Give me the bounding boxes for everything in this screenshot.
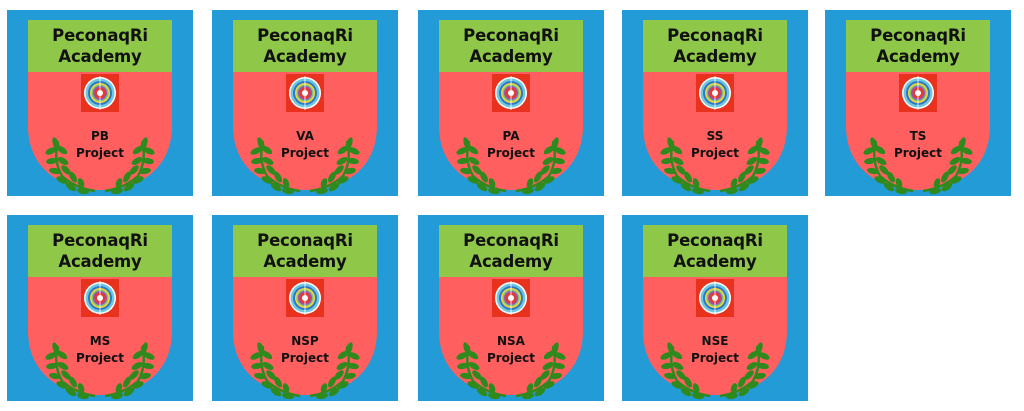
academy-banner [846, 20, 990, 72]
project-label: PA Project [461, 128, 561, 162]
target-emblem-icon [696, 74, 734, 112]
project-label: NSA Project [461, 333, 561, 367]
project-word: Project [280, 146, 330, 160]
academy-banner [28, 20, 172, 72]
target-emblem-icon [492, 74, 530, 112]
project-word: Project [486, 351, 536, 365]
project-word: Project [690, 146, 740, 160]
academy-badge-ms: PeconaqRi Academy MS Project [7, 215, 193, 401]
project-code: NSP [291, 334, 319, 348]
academy-title: PeconaqRi Academy [643, 225, 787, 277]
badge-artwork [846, 20, 990, 196]
academy-title: PeconaqRi Academy [846, 20, 990, 72]
academy-title: PeconaqRi Academy [28, 20, 172, 72]
academy-badge-ss: PeconaqRi Academy SS Project [622, 10, 808, 196]
project-code: NSE [701, 334, 729, 348]
project-code: SS [706, 129, 724, 143]
badge-artwork [28, 20, 172, 196]
academy-title: PeconaqRi Academy [28, 225, 172, 277]
academy-title-line1: PeconaqRi [870, 26, 966, 45]
academy-title-line1: PeconaqRi [257, 26, 353, 45]
academy-title-line1: PeconaqRi [52, 26, 148, 45]
academy-title: PeconaqRi Academy [643, 20, 787, 72]
academy-badge-va: PeconaqRi Academy VA Project [212, 10, 398, 196]
project-code: TS [909, 129, 927, 143]
academy-title-line2: Academy [673, 252, 757, 271]
academy-title-line2: Academy [58, 252, 142, 271]
project-word: Project [280, 351, 330, 365]
project-word: Project [75, 351, 125, 365]
academy-title-line2: Academy [263, 252, 347, 271]
project-label: NSE Project [665, 333, 765, 367]
project-label: VA Project [255, 128, 355, 162]
academy-title-line1: PeconaqRi [463, 26, 559, 45]
academy-banner [28, 225, 172, 277]
academy-banner [439, 225, 583, 277]
academy-title-line1: PeconaqRi [463, 231, 559, 250]
academy-title-line1: PeconaqRi [667, 26, 763, 45]
target-emblem-icon [899, 74, 937, 112]
academy-title-line2: Academy [673, 47, 757, 66]
academy-banner [643, 225, 787, 277]
project-code: PA [502, 129, 520, 143]
badge-artwork [643, 225, 787, 401]
academy-title-line1: PeconaqRi [667, 231, 763, 250]
academy-badge-ts: PeconaqRi Academy TS Project [825, 10, 1011, 196]
academy-title-line2: Academy [469, 252, 553, 271]
academy-banner [233, 20, 377, 72]
academy-title: PeconaqRi Academy [233, 225, 377, 277]
badge-artwork [439, 20, 583, 196]
project-word: Project [486, 146, 536, 160]
academy-badge-nsa: PeconaqRi Academy NSA Project [418, 215, 604, 401]
target-emblem-icon [492, 279, 530, 317]
academy-title-line2: Academy [876, 47, 960, 66]
project-label: NSP Project [255, 333, 355, 367]
target-emblem-icon [286, 279, 324, 317]
academy-badge-pa: PeconaqRi Academy PA Project [418, 10, 604, 196]
academy-title-line2: Academy [58, 47, 142, 66]
academy-title: PeconaqRi Academy [439, 20, 583, 72]
academy-banner [643, 20, 787, 72]
academy-badge-nsp: PeconaqRi Academy NSP Project [212, 215, 398, 401]
academy-title-line1: PeconaqRi [52, 231, 148, 250]
project-word: Project [893, 146, 943, 160]
academy-title-line1: PeconaqRi [257, 231, 353, 250]
academy-badge-pb: PeconaqRi Academy PB Project [7, 10, 193, 196]
academy-title: PeconaqRi Academy [439, 225, 583, 277]
target-emblem-icon [81, 279, 119, 317]
academy-banner [439, 20, 583, 72]
project-code: NSA [497, 334, 525, 348]
academy-banner [233, 225, 377, 277]
academy-title: PeconaqRi Academy [233, 20, 377, 72]
badge-artwork [28, 225, 172, 401]
badge-artwork [439, 225, 583, 401]
project-code: MS [89, 334, 111, 348]
project-label: SS Project [665, 128, 765, 162]
academy-title-line2: Academy [263, 47, 347, 66]
project-label: TS Project [868, 128, 968, 162]
target-emblem-icon [286, 74, 324, 112]
project-code: VA [296, 129, 314, 143]
project-word: Project [690, 351, 740, 365]
project-label: MS Project [50, 333, 150, 367]
academy-title-line2: Academy [469, 47, 553, 66]
project-code: PB [91, 129, 109, 143]
target-emblem-icon [696, 279, 734, 317]
badge-artwork [233, 20, 377, 196]
project-label: PB Project [50, 128, 150, 162]
target-emblem-icon [81, 74, 119, 112]
academy-badge-nse: PeconaqRi Academy NSE Project [622, 215, 808, 401]
badge-artwork [233, 225, 377, 401]
badge-artwork [643, 20, 787, 196]
project-word: Project [75, 146, 125, 160]
